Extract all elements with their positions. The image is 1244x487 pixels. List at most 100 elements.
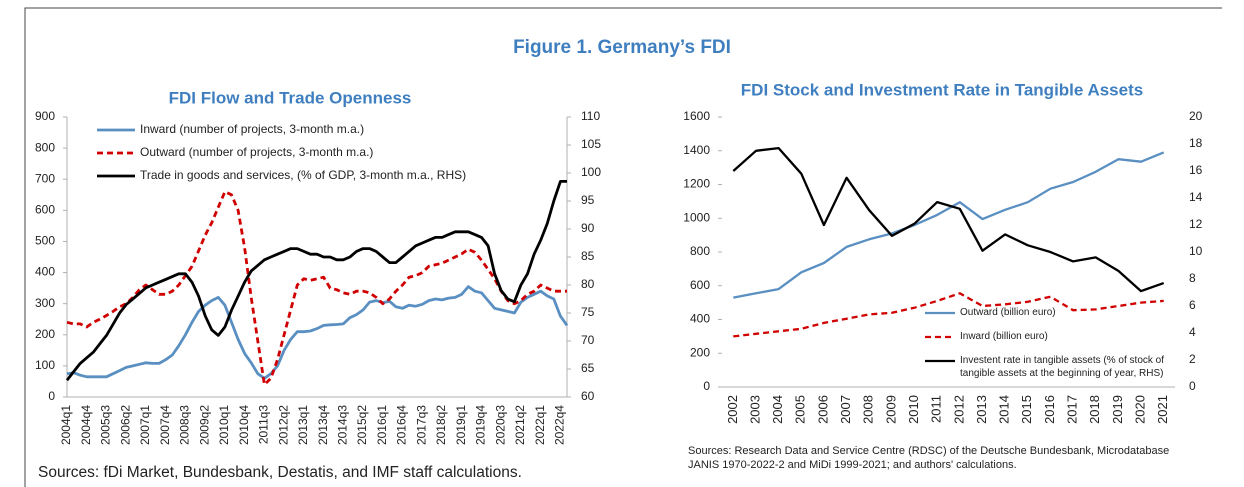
x-tick-label: 2014	[997, 395, 1012, 424]
y2-tick-label: 18	[1189, 136, 1203, 150]
y-tick-label: 800	[690, 244, 710, 258]
x-tick-label: 2013q1	[296, 405, 310, 445]
chart-source: Sources: fDi Market, Bundesbank, Destati…	[38, 464, 522, 481]
y-tick-label: 1000	[683, 210, 710, 224]
x-tick-label: 2014q3	[335, 405, 349, 445]
y2-tick-label: 8	[1189, 271, 1196, 285]
y2-tick-label: 105	[581, 137, 601, 151]
y2-tick-label: 75	[581, 305, 595, 319]
y-tick-label: 500	[35, 234, 55, 248]
y2-tick-label: 85	[581, 249, 595, 263]
y2-tick-label: 80	[581, 277, 595, 291]
y2-tick-label: 100	[581, 165, 601, 179]
x-tick-label: 2020	[1132, 395, 1147, 424]
figure-title: Figure 1. Germany’s FDI	[513, 37, 731, 58]
y-tick-label: 0	[48, 389, 55, 403]
x-tick-label: 2002	[725, 395, 740, 424]
x-tick-label: 2021q2	[513, 405, 527, 445]
x-tick-label: 2004q1	[59, 405, 73, 445]
x-tick-label: 2016q1	[375, 405, 389, 445]
data-line	[733, 292, 1164, 338]
x-tick-label: 2015q2	[355, 405, 369, 445]
y-tick-label: 600	[35, 203, 55, 217]
data-line	[65, 180, 567, 382]
x-tick-label: 2004	[770, 395, 785, 424]
x-tick-label: 2009	[883, 395, 898, 424]
x-tick-label: 2016q4	[395, 405, 409, 445]
chart-title: FDI Stock and Investment Rate in Tangibl…	[741, 80, 1143, 99]
y-tick-label: 1600	[683, 109, 710, 123]
y-tick-label: 0	[703, 379, 710, 393]
x-tick-label: 2009q2	[197, 405, 211, 445]
y2-tick-label: 60	[581, 389, 595, 403]
y2-tick-label: 70	[581, 333, 595, 347]
y2-tick-label: 14	[1189, 190, 1203, 204]
y-tick-label: 700	[35, 171, 55, 185]
y-tick-label: 400	[35, 265, 55, 279]
x-tick-label: 2017q3	[414, 405, 428, 445]
y-tick-label: 1200	[683, 177, 710, 191]
x-tick-label: 2005q3	[99, 405, 113, 445]
x-tick-label: 2007q1	[138, 405, 152, 445]
x-tick-label: 2021	[1155, 395, 1170, 424]
x-tick-label: 2011	[929, 395, 944, 423]
y-tick-label: 200	[35, 327, 55, 341]
y2-tick-label: 20	[1189, 109, 1203, 123]
data-line	[66, 285, 569, 380]
y2-tick-label: 95	[581, 193, 595, 207]
y-tick-label: 300	[35, 296, 55, 310]
figure-border	[24, 7, 1222, 487]
y2-tick-label: 0	[1189, 379, 1196, 393]
chart-source-box: Sources: fDi Market, Bundesbank, Destati…	[38, 464, 522, 481]
x-tick-label: 2006q2	[118, 405, 132, 445]
x-tick-label: 2019	[1110, 395, 1125, 424]
legend-label: Investent rate in tangible assets (% of …	[960, 355, 1164, 379]
y-tick-label: 600	[690, 278, 710, 292]
x-tick-label: 2007	[838, 395, 853, 424]
y-tick-label: 400	[690, 312, 710, 326]
x-tick-label: 2010	[906, 395, 921, 424]
x-tick-label: 2015	[1019, 395, 1034, 424]
x-tick-label: 2018q2	[434, 405, 448, 445]
x-tick-label: 2004q4	[79, 405, 93, 445]
legend-label: Inward (number of projects, 3-month m.a.…	[140, 121, 365, 136]
y2-tick-label: 2	[1189, 352, 1196, 366]
chart-title: FDI Flow and Trade Openness	[169, 88, 412, 107]
x-tick-label: 2006	[815, 395, 830, 424]
y-tick-label: 900	[35, 109, 55, 123]
x-tick-label: 2013	[974, 395, 989, 424]
x-tick-label: 2010q4	[237, 405, 251, 445]
legend-label: Trade in goods and services, (% of GDP, …	[140, 167, 467, 182]
y2-tick-label: 16	[1189, 163, 1203, 177]
x-tick-label: 2013q4	[316, 405, 330, 445]
legend-label-box: Inward (number of projects, 3-month m.a.…	[140, 121, 365, 136]
x-tick-label: 2019q1	[454, 405, 468, 445]
y2-tick-label: 110	[581, 109, 600, 123]
data-line	[733, 151, 1165, 299]
x-tick-label: 2012	[951, 395, 966, 424]
legend-label: Outward (billion euro)	[960, 307, 1056, 318]
x-tick-label: 2007q4	[158, 405, 172, 445]
legend-label-box: Investent rate in tangible assets (% of …	[960, 355, 1164, 379]
legend-label-box: Outward (billion euro)	[960, 307, 1056, 318]
y-tick-label: 1400	[683, 143, 710, 157]
x-tick-label: 2011q3	[257, 405, 271, 444]
x-tick-label: 2019q4	[474, 405, 488, 445]
legend-label-box: Trade in goods and services, (% of GDP, …	[140, 167, 467, 182]
chart-source-box: Sources: Research Data and Service Centr…	[688, 445, 1169, 471]
x-tick-label: 2016	[1042, 395, 1057, 424]
x-tick-label: 2022q1	[533, 405, 547, 445]
legend-label-box: Inward (billion euro)	[960, 331, 1048, 342]
y-tick-label: 100	[35, 358, 55, 372]
y2-tick-label: 4	[1189, 325, 1196, 339]
x-tick-label: 2018	[1087, 395, 1102, 424]
y2-tick-label: 6	[1189, 298, 1196, 312]
x-tick-label: 2022q4	[553, 405, 567, 445]
x-tick-label: 2005	[793, 395, 808, 424]
x-tick-label: 2008q3	[178, 405, 192, 445]
x-tick-label: 2003	[747, 395, 762, 424]
data-line	[66, 190, 567, 386]
y-tick-label: 200	[690, 345, 710, 359]
y2-tick-label: 10	[1189, 244, 1203, 258]
